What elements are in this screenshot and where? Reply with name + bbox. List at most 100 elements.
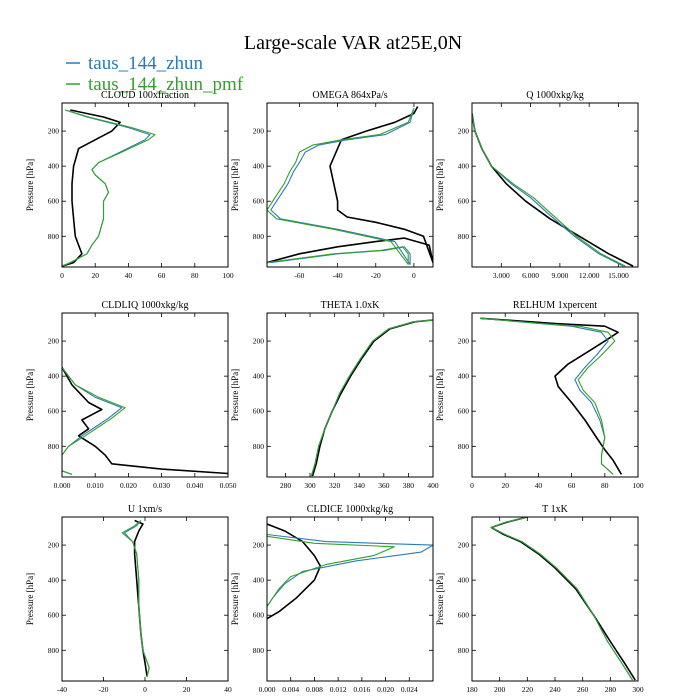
y-axis-label: Pressure [hPa] — [25, 159, 35, 211]
panel-title: CLDLIQ 1000xkg/kg — [102, 300, 189, 311]
y-axis-label: Pressure [hPa] — [435, 159, 445, 211]
series-group — [310, 319, 433, 477]
x-tick-label: 320 — [329, 481, 341, 490]
panel-title: U 1xm/s — [128, 504, 162, 515]
y-tick-label: 400 — [48, 162, 60, 171]
x-tick-label: -40 — [333, 271, 343, 280]
series-line-run-2 — [310, 319, 433, 477]
y-tick-label: 200 — [253, 541, 265, 550]
panel-3: CLDLIQ 1000xkg/kg Pressure [hPa] 0.000 0.01… — [25, 300, 237, 490]
y-tick-label: 200 — [48, 337, 60, 346]
x-tick-label: 20 — [501, 481, 509, 490]
x-tick-label: 400 — [427, 481, 439, 490]
x-tick-label: 20 — [91, 271, 99, 280]
y-tick-label: 400 — [253, 162, 265, 171]
series-group — [121, 519, 150, 677]
panel-title: T 1xK — [542, 504, 568, 515]
series-line-run-1 — [123, 520, 150, 677]
plot-frame — [471, 102, 639, 268]
y-tick-label: 400 — [48, 372, 60, 381]
series-line-run-2 — [490, 517, 633, 681]
series-line-run-1 — [267, 533, 433, 607]
plot-frame — [266, 102, 434, 268]
y-tick-label: 200 — [458, 541, 470, 550]
x-tick-label: 60 — [158, 271, 166, 280]
y-axis-label: Pressure [hPa] — [230, 159, 240, 211]
series-group — [472, 113, 634, 267]
series-line-run-2 — [62, 367, 126, 475]
x-tick-label: 15.000 — [608, 271, 629, 280]
y-tick-label: 200 — [458, 127, 470, 136]
series-line-control — [480, 317, 623, 475]
y-tick-label: 200 — [253, 127, 265, 136]
x-tick-label: 180 — [466, 685, 478, 694]
series-line-run-2 — [480, 317, 616, 475]
y-tick-label: 800 — [48, 646, 60, 655]
plot-frame — [471, 516, 639, 682]
series-group — [267, 523, 433, 620]
panel-4: THETA 1.0xK Pressure [hPa] 280 300 320 340 360… — [230, 300, 439, 490]
y-tick-label: 600 — [253, 407, 265, 416]
y-tick-label: 400 — [458, 372, 470, 381]
x-tick-label: 0.004 — [282, 685, 299, 694]
y-tick-label: 200 — [48, 541, 60, 550]
y-tick-label: 400 — [253, 576, 265, 585]
y-tick-label: 800 — [458, 646, 470, 655]
x-tick-label: 220 — [522, 685, 534, 694]
x-tick-label: 0 — [143, 685, 147, 694]
y-tick-label: 400 — [458, 576, 470, 585]
y-tick-label: 800 — [253, 646, 265, 655]
panel-0: CLOUD 100xfraction Pressure [hPa] 0 20 40 60 8… — [25, 90, 234, 280]
x-tick-label: 6.000 — [522, 271, 539, 280]
x-tick-label: 0.040 — [186, 481, 203, 490]
series-line-run-2 — [472, 113, 626, 267]
panel-title: CLDICE 1000xkg/kg — [307, 504, 393, 515]
x-tick-label: 0.020 — [377, 685, 394, 694]
panel-grid: CLOUD 100xfraction Pressure [hPa] 0 20 40 60 8… — [25, 90, 644, 694]
legend-label-1: taus_144_zhun_pmf — [88, 74, 244, 95]
x-tick-label: 100 — [632, 481, 644, 490]
y-tick-label: 600 — [458, 197, 470, 206]
x-tick-label: 0.010 — [87, 481, 104, 490]
legend-label-0: taus_144_zhun — [88, 53, 204, 74]
y-tick-label: 400 — [253, 372, 265, 381]
series-line-control — [133, 519, 148, 677]
y-tick-label: 600 — [253, 611, 265, 620]
series-line-run-2 — [267, 108, 415, 265]
y-tick-label: 400 — [48, 576, 60, 585]
panel-7: CLDICE 1000xkg/kg Pressure [hPa] 0.000 0.00… — [230, 504, 434, 694]
plot-frame — [61, 102, 229, 268]
x-tick-label: 280 — [605, 685, 617, 694]
y-tick-label: 200 — [458, 337, 470, 346]
x-tick-label: 0.050 — [220, 481, 237, 490]
x-tick-label: 300 — [304, 481, 316, 490]
series-group — [62, 367, 228, 475]
series-line-run-2 — [267, 535, 396, 607]
y-axis-label: Pressure [hPa] — [25, 369, 35, 421]
figure-title: Large-scale VAR at25E,0N — [244, 32, 462, 54]
x-tick-label: 360 — [378, 481, 390, 490]
x-tick-label: -20 — [99, 685, 109, 694]
x-tick-label: 0.000 — [54, 481, 71, 490]
series-line-control — [472, 113, 634, 267]
series-line-control — [62, 367, 228, 475]
x-tick-label: 340 — [354, 481, 366, 490]
y-axis-label: Pressure [hPa] — [230, 369, 240, 421]
x-tick-label: 0.024 — [401, 685, 418, 694]
x-tick-label: 0.008 — [306, 685, 323, 694]
x-tick-label: 280 — [280, 481, 292, 490]
x-tick-label: 0 — [470, 481, 474, 490]
x-tick-label: 80 — [601, 481, 609, 490]
panel-2: Q 1000xkg/kg Pressure [hPa] 3.000 6.000 9.00… — [435, 90, 639, 280]
series-line-control — [490, 517, 636, 681]
y-tick-label: 600 — [458, 611, 470, 620]
y-tick-label: 200 — [48, 127, 60, 136]
x-tick-label: 0.012 — [330, 685, 347, 694]
series-line-run-2 — [62, 109, 156, 267]
panel-6: U 1xm/s Pressure [hPa] -40 -20 0 20 40 200 400 60… — [25, 504, 232, 694]
x-tick-label: 20 — [183, 685, 191, 694]
plot-frame — [471, 312, 639, 478]
x-tick-label: -40 — [57, 685, 67, 694]
y-tick-label: 800 — [253, 442, 265, 451]
